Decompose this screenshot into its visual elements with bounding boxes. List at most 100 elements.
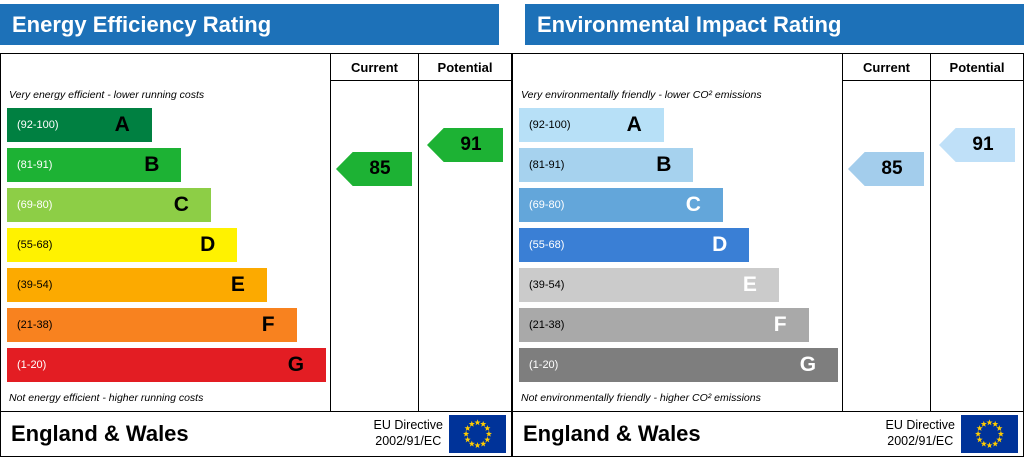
band-row-f: (21-38) F	[1, 305, 330, 345]
band-bar-b: (81-91) B	[519, 148, 694, 182]
band-letter: A	[114, 113, 130, 136]
band-bar-f: (21-38) F	[519, 308, 809, 342]
band-bar-g: (1-20) G	[519, 348, 839, 382]
energy-rating-bands: (92-100) A (81-91) B (69-80) C (55-68) D (39-54)…	[1, 105, 330, 385]
band-row-d: (55-68) D	[1, 225, 330, 265]
environment-top-note: Very environmentally friendly - lower CO…	[521, 89, 762, 101]
band-bar-a: (92-100) A	[7, 108, 152, 142]
energy-current-column: 85	[330, 81, 418, 411]
energy-top-note: Very energy efficient - lower running co…	[9, 89, 205, 101]
eu-flag-icon	[961, 415, 1018, 453]
energy-panel-title: Energy Efficiency Rating	[12, 11, 272, 37]
band-range-label: (55-68)	[529, 239, 565, 251]
energy-eu-directive-line1: EU Directive	[373, 418, 443, 433]
band-row-g: (1-20) G	[1, 345, 330, 385]
band-letter: D	[712, 233, 728, 256]
environment-footer: England & Wales EU Directive 2002/91/EC	[513, 411, 1023, 456]
energy-potential-column: 91	[418, 81, 511, 411]
band-row-f: (21-38) F	[513, 305, 842, 345]
environment-potential-column-header: Potential	[930, 54, 1023, 81]
energy-eu-directive-line2: 2002/91/EC	[375, 434, 442, 448]
band-row-g: (1-20) G	[513, 345, 842, 385]
band-range-label: (69-80)	[529, 199, 565, 211]
energy-efficiency-panel: Energy Efficiency Rating Current Potenti…	[0, 4, 512, 457]
band-range-label: (1-20)	[17, 359, 47, 371]
energy-title-bar: Energy Efficiency Rating	[0, 4, 499, 45]
energy-column-header-row: Current Potential	[1, 54, 511, 81]
environmental-impact-panel: Environmental Impact Rating Current Pote…	[512, 0, 1024, 457]
band-bar-b: (81-91) B	[7, 148, 182, 182]
environment-eu-directive-line1: EU Directive	[885, 418, 955, 433]
energy-header-spacer	[1, 54, 330, 81]
environment-band-chart: Very environmentally friendly - lower CO…	[513, 81, 842, 411]
eu-flag	[961, 415, 1018, 453]
environment-title-bar: Environmental Impact Rating	[525, 4, 1024, 45]
band-range-label: (92-100)	[529, 119, 571, 131]
band-range-label: (21-38)	[529, 319, 565, 331]
band-range-label: (81-91)	[529, 159, 565, 171]
band-row-b: (81-91) B	[513, 145, 842, 185]
band-range-label: (1-20)	[529, 359, 559, 371]
energy-region-label: England & Wales	[11, 421, 189, 446]
band-row-c: (69-80) C	[513, 185, 842, 225]
band-row-a: (92-100) A	[513, 105, 842, 145]
band-letter: F	[261, 313, 275, 336]
environment-chart-body: Very environmentally friendly - lower CO…	[513, 81, 1023, 411]
environment-eu-directive-label: EU Directive 2002/91/EC	[886, 418, 955, 449]
band-row-b: (81-91) B	[1, 145, 330, 185]
band-bar-c: (69-80) C	[7, 188, 211, 222]
band-row-d: (55-68) D	[513, 225, 842, 265]
environment-column-header-row: Current Potential	[513, 54, 1023, 81]
band-letter: A	[626, 113, 642, 136]
energy-eu-directive-label: EU Directive 2002/91/EC	[374, 418, 443, 449]
band-row-c: (69-80) C	[1, 185, 330, 225]
environment-panel-title: Environmental Impact Rating	[537, 11, 842, 37]
band-letter: G	[799, 353, 817, 376]
current-rating-arrow: 85	[336, 152, 412, 186]
band-range-label: (39-54)	[17, 279, 53, 291]
potential-rating-arrow: 91	[427, 128, 503, 162]
band-bar-e: (39-54) E	[7, 268, 267, 302]
band-letter: G	[287, 353, 305, 376]
band-letter: B	[656, 153, 672, 176]
eu-flag	[449, 415, 506, 453]
band-bar-d: (55-68) D	[519, 228, 750, 262]
energy-bottom-note: Not energy efficient - higher running co…	[9, 392, 204, 404]
band-letter: E	[230, 273, 245, 296]
band-range-label: (92-100)	[17, 119, 59, 131]
environment-potential-column: 91	[930, 81, 1023, 411]
environment-eu-directive-line2: 2002/91/EC	[887, 434, 954, 448]
energy-footer: England & Wales EU Directive 2002/91/EC	[1, 411, 511, 456]
environment-rating-bands: (92-100) A (81-91) B (69-80) C (55-68) D (39-54)…	[513, 105, 842, 385]
band-row-a: (92-100) A	[1, 105, 330, 145]
band-bar-c: (69-80) C	[519, 188, 723, 222]
band-letter: F	[773, 313, 787, 336]
band-range-label: (55-68)	[17, 239, 53, 251]
environment-region-label: England & Wales	[523, 421, 701, 446]
band-bar-e: (39-54) E	[519, 268, 779, 302]
band-letter: C	[685, 193, 701, 216]
band-letter: E	[742, 273, 757, 296]
energy-potential-column-header: Potential	[418, 54, 511, 81]
band-row-e: (39-54) E	[513, 265, 842, 305]
environment-current-column-header: Current	[842, 54, 930, 81]
potential-rating-arrow: 91	[939, 128, 1015, 162]
band-letter: C	[173, 193, 189, 216]
current-rating-arrow: 85	[848, 152, 924, 186]
eu-flag-icon	[449, 415, 506, 453]
band-range-label: (39-54)	[529, 279, 565, 291]
environment-header-spacer	[513, 54, 842, 81]
band-bar-d: (55-68) D	[7, 228, 238, 262]
environment-rating-table: Current Potential Very environmentally f…	[512, 53, 1024, 457]
band-bar-f: (21-38) F	[7, 308, 297, 342]
energy-band-chart: Very energy efficient - lower running co…	[1, 81, 330, 411]
environment-current-column: 85	[842, 81, 930, 411]
band-bar-a: (92-100) A	[519, 108, 664, 142]
band-row-e: (39-54) E	[1, 265, 330, 305]
energy-chart-body: Very energy efficient - lower running co…	[1, 81, 511, 411]
band-range-label: (81-91)	[17, 159, 53, 171]
band-letter: D	[200, 233, 216, 256]
environment-bottom-note: Not environmentally friendly - higher CO…	[521, 392, 761, 404]
band-letter: B	[144, 153, 160, 176]
